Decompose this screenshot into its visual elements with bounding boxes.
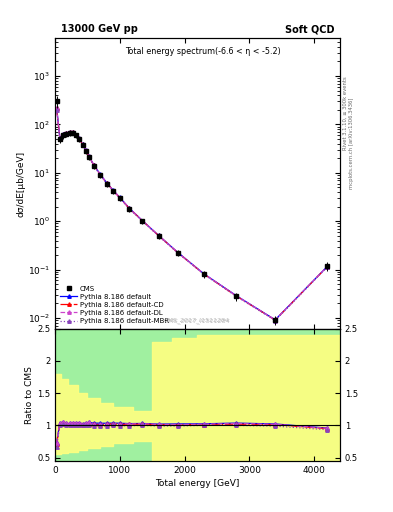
Text: mcplots.cern.ch [arXiv:1306.3436]: mcplots.cern.ch [arXiv:1306.3436] [349,98,354,189]
Text: CMS_2017_I1511284: CMS_2017_I1511284 [163,317,230,323]
Y-axis label: dσ/dE[μb/GeV]: dσ/dE[μb/GeV] [16,151,25,217]
Text: CMS_2017_I1511284: CMS_2017_I1511284 [165,319,230,325]
Text: Soft QCD: Soft QCD [285,24,334,34]
Text: Rivet 3.1.10, ≥ 300k events: Rivet 3.1.10, ≥ 300k events [343,76,348,150]
Legend: CMS, Pythia 8.186 default, Pythia 8.186 default-CD, Pythia 8.186 default-DL, Pyt: CMS, Pythia 8.186 default, Pythia 8.186 … [59,284,171,325]
Text: 13000 GeV pp: 13000 GeV pp [61,24,138,34]
X-axis label: Total energy [GeV]: Total energy [GeV] [155,479,240,488]
Text: Total energy spectrum(-6.6 < η < -5.2): Total energy spectrum(-6.6 < η < -5.2) [125,47,281,56]
Y-axis label: Ratio to CMS: Ratio to CMS [25,366,34,424]
